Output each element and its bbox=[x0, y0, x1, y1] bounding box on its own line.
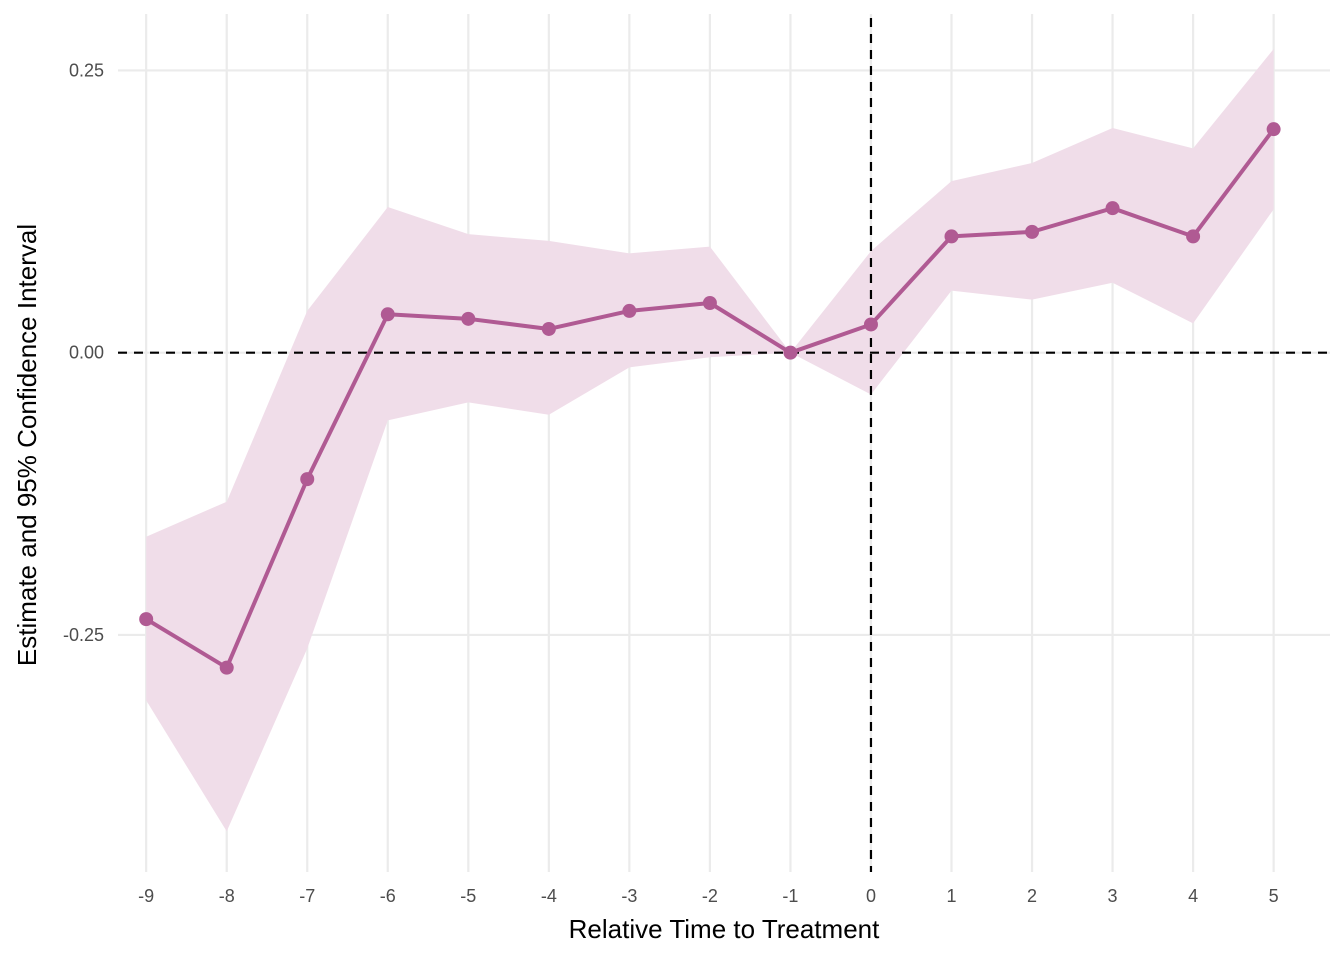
estimate-point--8 bbox=[219, 660, 234, 675]
x-axis-title: Relative Time to Treatment bbox=[569, 914, 880, 944]
estimate-point--2 bbox=[702, 296, 717, 311]
estimate-point--1 bbox=[783, 345, 798, 360]
estimate-point--9 bbox=[139, 612, 154, 627]
x-tick-label: -1 bbox=[782, 886, 798, 906]
estimate-point-4 bbox=[1186, 229, 1201, 244]
x-tick-label: -7 bbox=[299, 886, 315, 906]
x-tick-label: 4 bbox=[1188, 886, 1198, 906]
y-axis-tick-labels: -0.25 0.00 0.25 bbox=[63, 60, 104, 644]
estimate-point--5 bbox=[461, 311, 476, 326]
estimate-point-5 bbox=[1266, 122, 1281, 137]
y-tick-label: -0.25 bbox=[63, 625, 104, 645]
estimate-point-3 bbox=[1105, 201, 1120, 216]
x-tick-label: -8 bbox=[219, 886, 235, 906]
estimate-point--7 bbox=[300, 472, 315, 487]
x-tick-label: -2 bbox=[702, 886, 718, 906]
x-tick-label: -4 bbox=[541, 886, 557, 906]
estimate-point--3 bbox=[622, 303, 637, 318]
y-tick-label: 0.00 bbox=[69, 343, 104, 363]
x-tick-label: 0 bbox=[866, 886, 876, 906]
confidence-band-layer bbox=[146, 48, 1274, 832]
reference-lines bbox=[118, 18, 1330, 872]
x-tick-label: -3 bbox=[621, 886, 637, 906]
x-tick-label: -5 bbox=[460, 886, 476, 906]
estimate-point-1 bbox=[944, 229, 959, 244]
x-tick-label: -6 bbox=[380, 886, 396, 906]
y-tick-label: 0.25 bbox=[69, 60, 104, 80]
estimate-point--6 bbox=[380, 307, 395, 322]
x-tick-label: 3 bbox=[1108, 886, 1118, 906]
estimate-points bbox=[139, 122, 1281, 675]
estimate-point-2 bbox=[1025, 224, 1040, 239]
confidence-band bbox=[146, 48, 1274, 832]
estimate-point--4 bbox=[541, 321, 556, 336]
x-tick-label: -9 bbox=[138, 886, 154, 906]
x-axis-tick-labels: -9 -8 -7 -6 -5 -4 -3 -2 -1 0 1 2 3 4 5 bbox=[138, 886, 1278, 906]
x-tick-label: 1 bbox=[946, 886, 956, 906]
x-tick-label: 2 bbox=[1027, 886, 1037, 906]
x-tick-label: 5 bbox=[1269, 886, 1279, 906]
estimate-point-0 bbox=[863, 317, 878, 332]
y-axis-title: Estimate and 95% Confidence Interval bbox=[12, 224, 42, 666]
